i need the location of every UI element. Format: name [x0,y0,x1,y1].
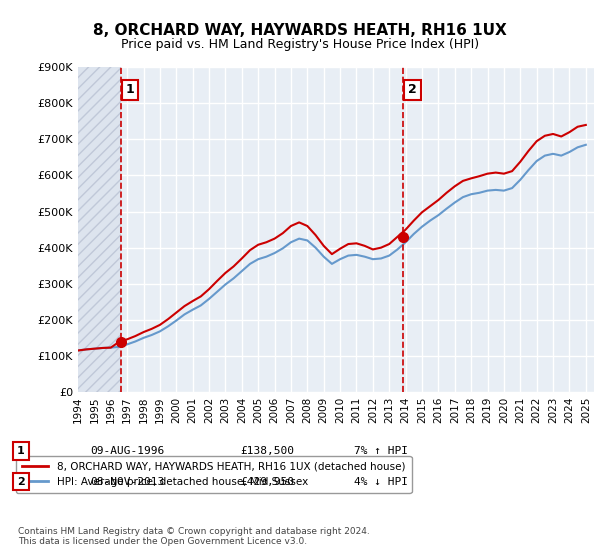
Text: 1: 1 [17,446,25,456]
Bar [78,67,121,392]
Text: 4% ↓ HPI: 4% ↓ HPI [354,477,408,487]
Text: 08-NOV-2013: 08-NOV-2013 [90,477,164,487]
Text: 09-AUG-1996: 09-AUG-1996 [90,446,164,456]
Text: 7% ↑ HPI: 7% ↑ HPI [354,446,408,456]
Text: £429,950: £429,950 [240,477,294,487]
Text: Contains HM Land Registry data © Crown copyright and database right 2024.
This d: Contains HM Land Registry data © Crown c… [18,526,370,546]
Legend: 8, ORCHARD WAY, HAYWARDS HEATH, RH16 1UX (detached house), HPI: Average price, d: 8, ORCHARD WAY, HAYWARDS HEATH, RH16 1UX… [16,456,412,493]
Text: 8, ORCHARD WAY, HAYWARDS HEATH, RH16 1UX: 8, ORCHARD WAY, HAYWARDS HEATH, RH16 1UX [93,24,507,38]
Text: 2: 2 [17,477,25,487]
Text: Price paid vs. HM Land Registry's House Price Index (HPI): Price paid vs. HM Land Registry's House … [121,38,479,52]
Text: 2: 2 [408,83,417,96]
Text: 1: 1 [125,83,134,96]
Text: £138,500: £138,500 [240,446,294,456]
